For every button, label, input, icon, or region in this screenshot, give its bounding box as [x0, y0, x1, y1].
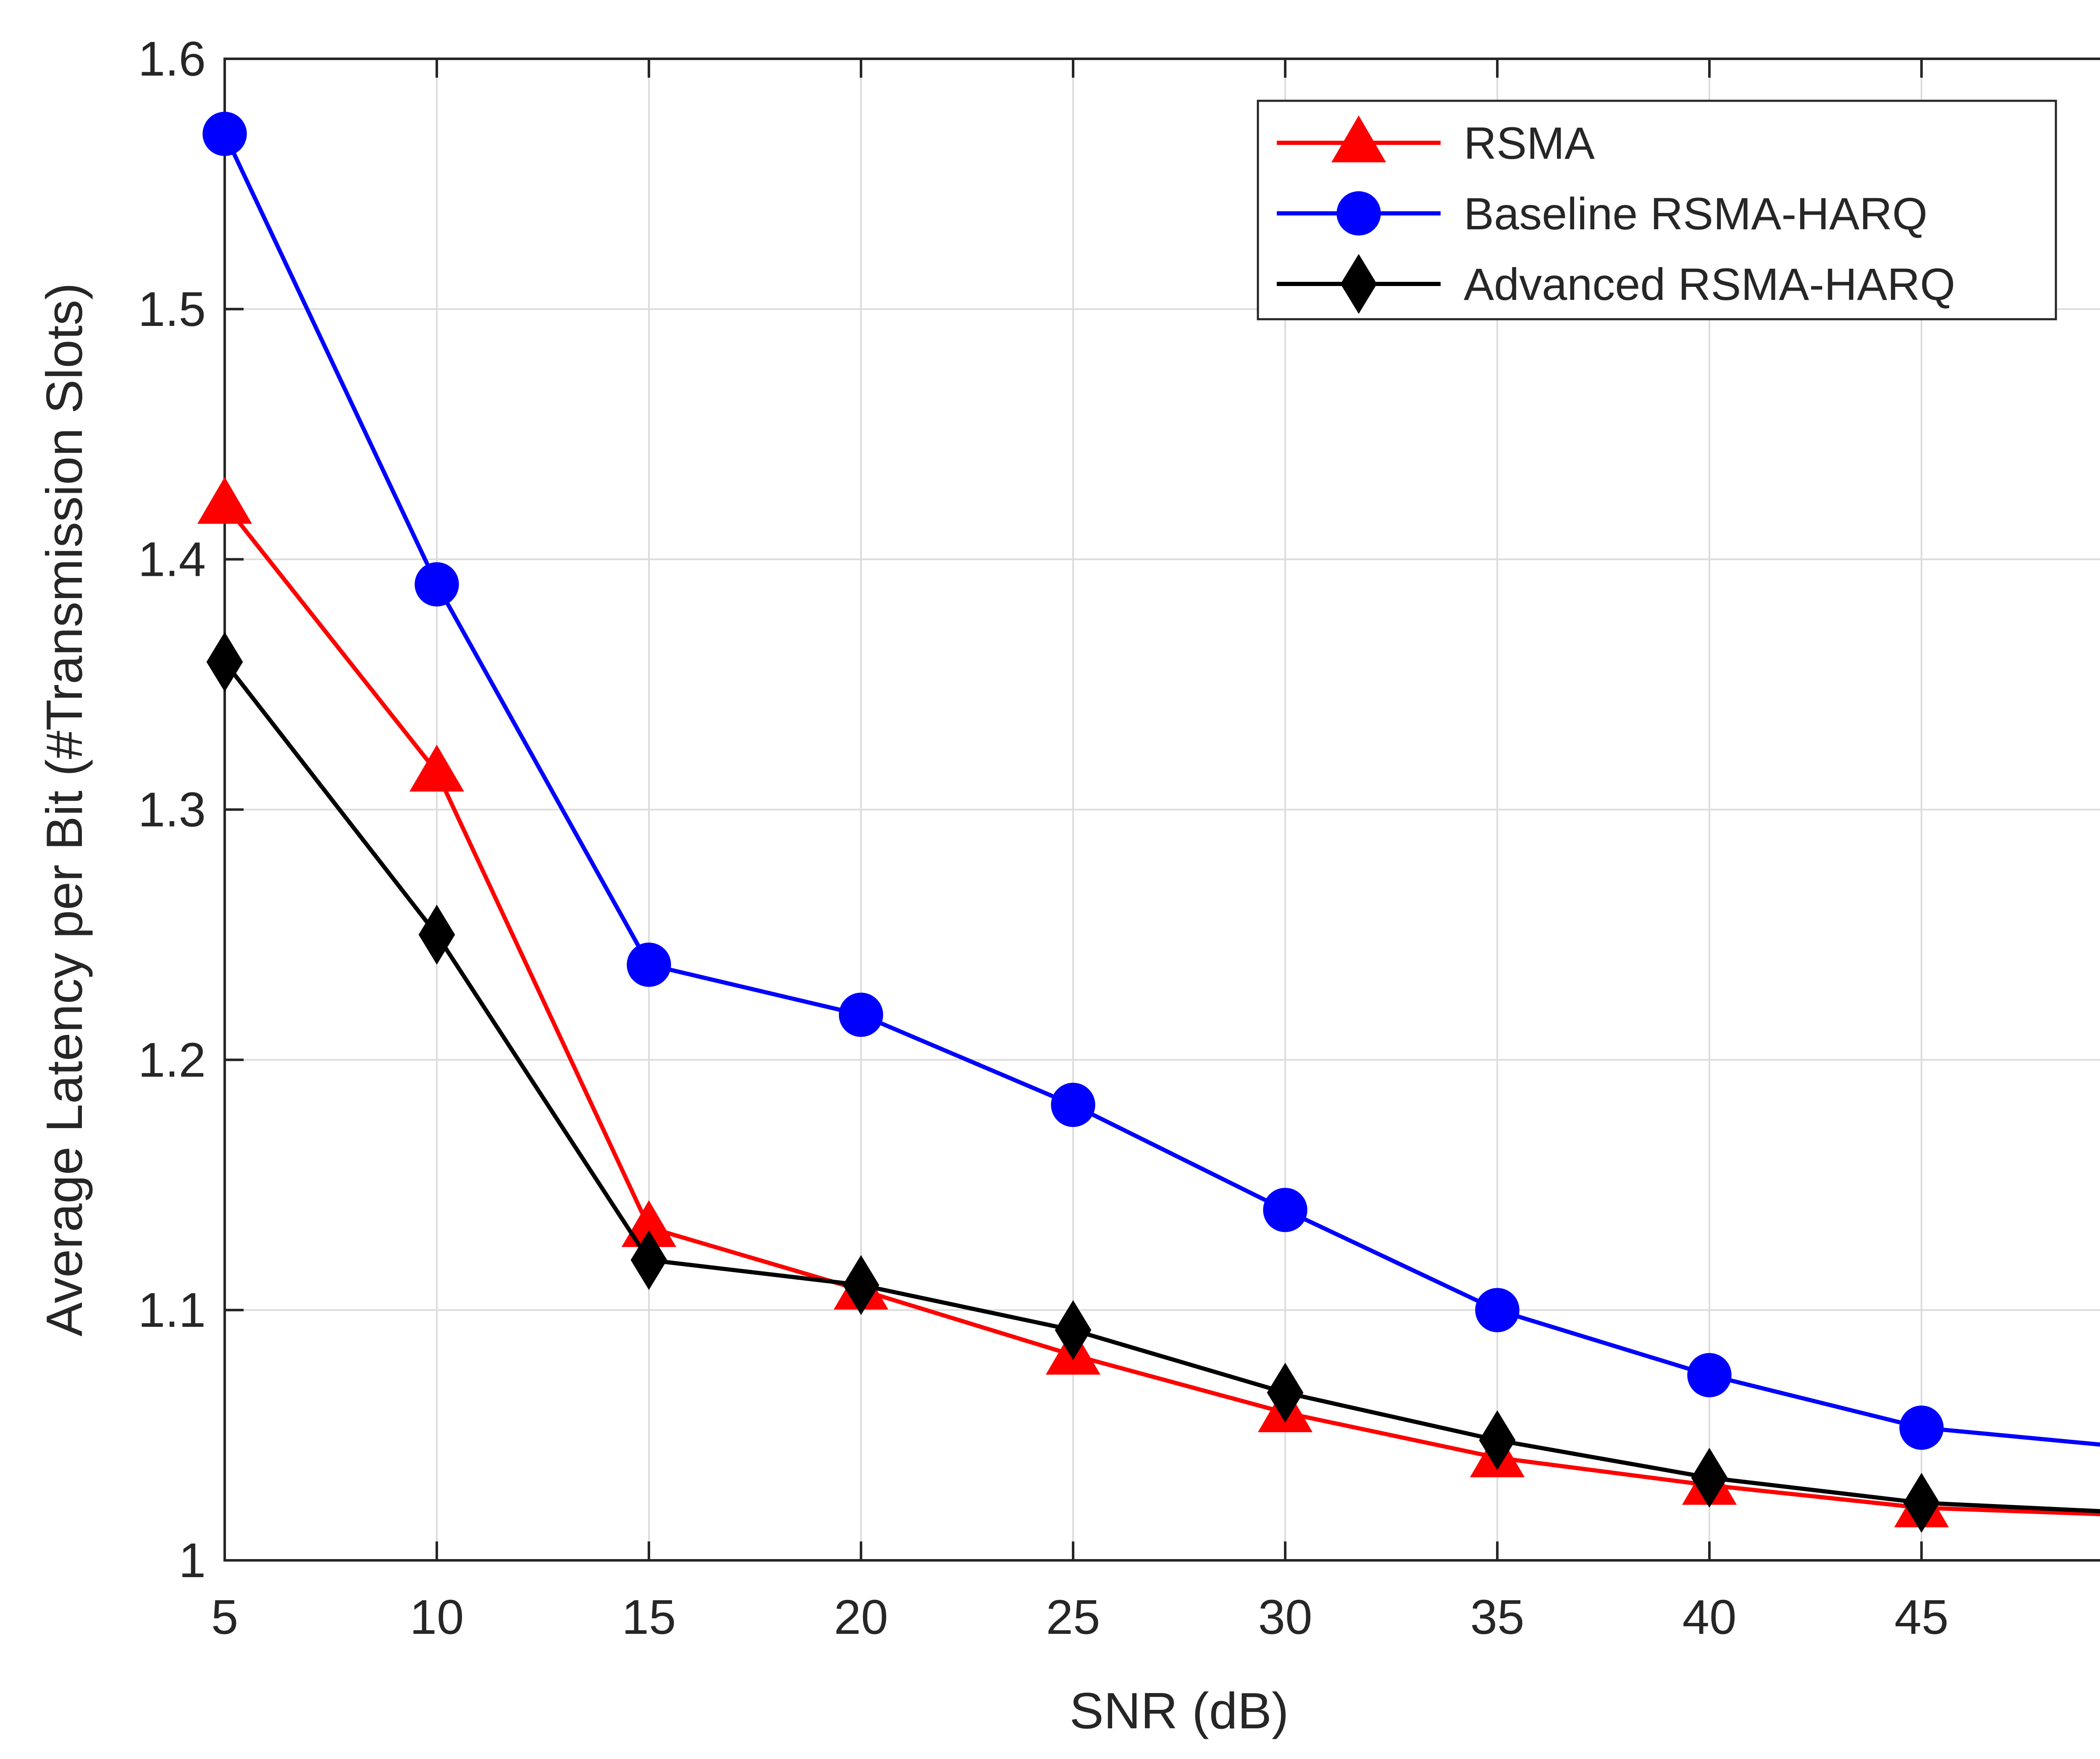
- series-advanced-rsma-harq: [206, 632, 2100, 1533]
- axis-ticks: 510152025303540455011.11.21.31.41.51.6: [138, 32, 1949, 1644]
- y-tick-label: 1.2: [138, 1032, 206, 1087]
- legend-item: RSMA: [1277, 115, 1595, 168]
- y-axis-label: Average Latency per Bit (#Transmission S…: [36, 283, 93, 1336]
- legend-label: RSMA: [1464, 118, 1595, 168]
- data-point: [1691, 1448, 1728, 1508]
- data-point: [630, 1230, 667, 1290]
- data-point: [627, 943, 671, 987]
- data-point: [197, 477, 252, 524]
- series-line: [223, 660, 2100, 1514]
- legend-item: Advanced RSMA-HARQ: [1277, 254, 1955, 314]
- data-point: [1479, 1410, 1516, 1470]
- legend: RSMA Baseline RSMA-HARQ Advanced RSMA-HARQ: [1257, 100, 2057, 320]
- x-tick-label: 15: [622, 1590, 676, 1644]
- y-tick-label: 1.4: [138, 532, 206, 587]
- x-tick-label: 40: [1682, 1590, 1736, 1644]
- data-point: [843, 1255, 879, 1315]
- series-baseline-rsma-harq: [202, 112, 2100, 1450]
- data-point: [1903, 1473, 1940, 1533]
- data-point: [415, 562, 459, 606]
- data-point: [202, 112, 247, 156]
- legend-item: Baseline RSMA-HARQ: [1277, 188, 1927, 239]
- y-tick-label: 1: [178, 1533, 206, 1588]
- x-axis-label: SNR (dB): [1070, 1682, 1289, 1739]
- data-point: [1055, 1300, 1092, 1360]
- data-point: [206, 632, 243, 692]
- x-tick-label: 5: [211, 1590, 239, 1644]
- x-tick-label: 35: [1470, 1590, 1524, 1644]
- legend-label: Baseline RSMA-HARQ: [1464, 188, 1927, 239]
- series-line: [223, 133, 2100, 1447]
- data-point: [418, 905, 455, 965]
- x-tick-label: 30: [1258, 1590, 1312, 1644]
- y-tick-label: 1.6: [138, 32, 206, 86]
- x-tick-label: 20: [834, 1590, 888, 1644]
- x-tick-label: 10: [410, 1590, 464, 1644]
- y-tick-label: 1.3: [138, 782, 206, 837]
- data-point: [409, 745, 465, 792]
- series-line: [223, 503, 2100, 1516]
- data-point: [1899, 1405, 1944, 1450]
- x-tick-label: 25: [1046, 1590, 1100, 1644]
- legend-marker-circle-icon: [1336, 191, 1381, 236]
- data-point: [1687, 1353, 1732, 1397]
- data-point: [839, 992, 883, 1037]
- y-tick-label: 1.5: [138, 282, 206, 336]
- data-point: [1051, 1082, 1095, 1127]
- y-tick-label: 1.1: [138, 1283, 206, 1337]
- legend-label: Advanced RSMA-HARQ: [1464, 259, 1955, 310]
- legend-marker-diamond-icon: [1340, 254, 1377, 314]
- legend-marker-triangle-icon: [1331, 115, 1386, 163]
- data-point: [1263, 1188, 1307, 1232]
- x-tick-label: 45: [1894, 1590, 1948, 1644]
- series-layer: [197, 112, 2100, 1533]
- data-point: [1267, 1363, 1304, 1423]
- data-point: [1475, 1288, 1520, 1332]
